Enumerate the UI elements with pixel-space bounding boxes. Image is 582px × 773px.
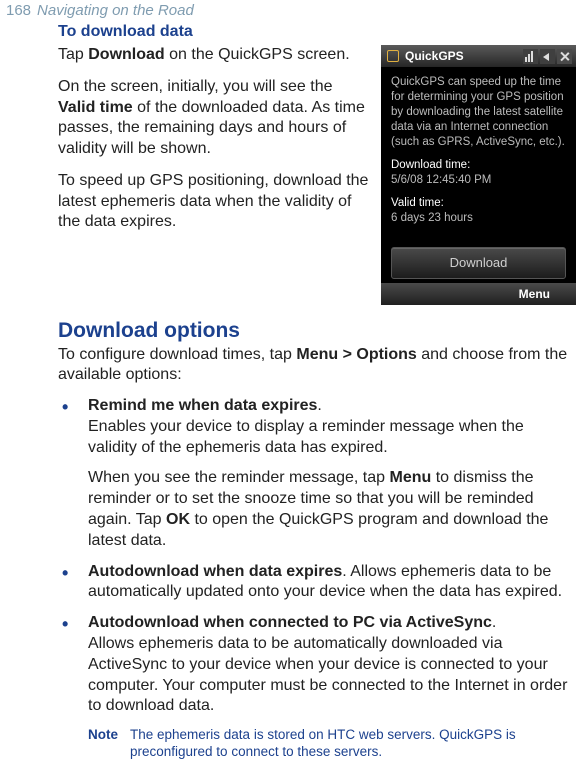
- phone-titlebar: QuickGPS: [381, 45, 576, 67]
- quickgps-screenshot: QuickGPS QuickGPS can speed up the time …: [381, 45, 576, 305]
- body-paragraph: To speed up GPS positioning, download th…: [58, 171, 371, 232]
- valid-time-label: Valid time:: [391, 196, 566, 211]
- valid-time-value: 6 days 23 hours: [391, 211, 566, 226]
- note-label: Note: [88, 727, 118, 761]
- intro-paragraph: To configure download times, tap Menu > …: [58, 345, 576, 386]
- text: On the screen, initially, you will see t…: [58, 78, 333, 95]
- text: .: [492, 614, 496, 631]
- bold: Remind me when data expires: [88, 397, 317, 414]
- note-text: The ephemeris data is stored on HTC web …: [130, 727, 576, 761]
- bold: Autodownload when data expires: [88, 563, 342, 580]
- page-number: 168: [6, 2, 31, 19]
- chapter-title: Navigating on the Road: [37, 2, 194, 19]
- phone-title: QuickGPS: [405, 49, 523, 63]
- phone-description: QuickGPS can speed up the time for deter…: [391, 75, 566, 150]
- phone-body: QuickGPS can speed up the time for deter…: [381, 67, 576, 283]
- bold: Menu > Options: [296, 346, 416, 363]
- bold: Autodownload when connected to PC via Ac…: [88, 614, 492, 631]
- bullet-icon: •: [62, 562, 68, 585]
- list-item: • Autodownload when connected to PC via …: [58, 613, 576, 717]
- download-button[interactable]: Download: [391, 247, 566, 279]
- body-paragraph: Tap Download on the QuickGPS screen.: [58, 45, 371, 65]
- softkey-bar: Menu: [381, 283, 576, 305]
- text: .: [317, 397, 321, 414]
- close-icon[interactable]: [557, 49, 572, 64]
- text: Enables your device to display a reminde…: [88, 418, 524, 456]
- text: Allows ephemeris data to be automaticall…: [88, 635, 567, 714]
- section-heading-download-options: Download options: [58, 319, 576, 343]
- list-item: • Autodownload when data expires. Allows…: [58, 562, 576, 604]
- text: on the QuickGPS screen.: [165, 46, 350, 63]
- section-heading-download-data: To download data: [58, 23, 576, 41]
- list-item: • Remind me when data expires. Enables y…: [58, 396, 576, 552]
- bullet-icon: •: [62, 613, 68, 636]
- menu-softkey[interactable]: Menu: [519, 287, 550, 301]
- body-paragraph: When you see the reminder message, tap M…: [88, 468, 576, 551]
- download-time-value: 5/6/08 12:45:40 PM: [391, 173, 566, 188]
- signal-icon: [523, 49, 538, 64]
- bold: Valid time: [58, 99, 133, 116]
- status-icons: [523, 49, 572, 64]
- text: To configure download times, tap: [58, 346, 296, 363]
- text: When you see the reminder message, tap: [88, 469, 390, 486]
- body-paragraph: On the screen, initially, you will see t…: [58, 77, 371, 159]
- bold: OK: [166, 511, 190, 528]
- app-icon: [385, 48, 401, 64]
- bold: Download: [88, 46, 164, 63]
- download-time-label: Download time:: [391, 158, 566, 173]
- note-block: Note The ephemeris data is stored on HTC…: [88, 727, 576, 761]
- sound-icon: [540, 49, 555, 64]
- text: Tap: [58, 46, 88, 63]
- bold: Menu: [390, 469, 432, 486]
- bullet-icon: •: [62, 396, 68, 419]
